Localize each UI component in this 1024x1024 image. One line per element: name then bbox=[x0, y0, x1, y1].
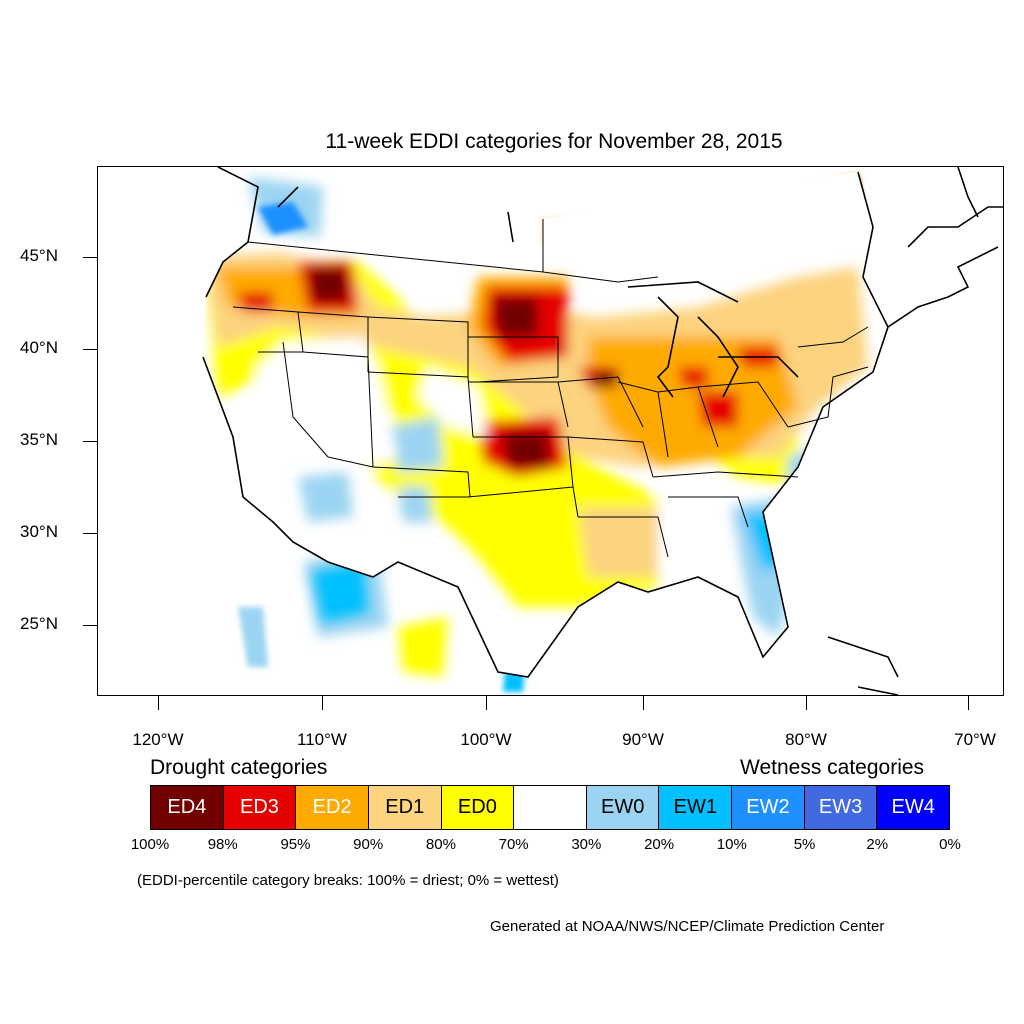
category-legend: ED4 ED3 ED2 ED1 ED0 EW0 EW1 EW2 EW3 EW4 bbox=[150, 785, 950, 830]
lat-label-25: 25°N bbox=[20, 614, 58, 633]
lat-tick bbox=[83, 533, 97, 534]
percent-break-label: 90% bbox=[353, 836, 384, 853]
legend-box-neutral bbox=[514, 786, 587, 829]
state-boundaries bbox=[232, 219, 869, 558]
legend-box-ed4: ED4 bbox=[151, 786, 224, 829]
eddi-map bbox=[97, 166, 1004, 696]
percent-break-label: 10% bbox=[716, 836, 747, 853]
credit-line: Generated at NOAA/NWS/NCEP/Climate Predi… bbox=[490, 918, 885, 935]
lat-label-30: 30°N bbox=[20, 522, 58, 541]
percent-break-label: 98% bbox=[207, 836, 238, 853]
lat-label-40: 40°N bbox=[20, 338, 58, 357]
lon-tick bbox=[322, 696, 323, 710]
lat-label-45: 45°N bbox=[20, 246, 58, 265]
lon-label-120w: 120°W bbox=[132, 730, 184, 749]
lon-tick bbox=[806, 696, 807, 710]
lat-tick bbox=[83, 625, 97, 626]
lat-tick bbox=[83, 257, 97, 258]
lat-tick bbox=[83, 441, 97, 442]
lon-tick bbox=[486, 696, 487, 710]
legend-box-ew0: EW0 bbox=[586, 786, 660, 829]
percent-break-label: 100% bbox=[130, 836, 170, 853]
lon-label-70w: 70°W bbox=[954, 730, 996, 749]
lon-tick bbox=[643, 696, 644, 710]
percent-break-label: 20% bbox=[644, 836, 675, 853]
wetness-categories-heading: Wetness categories bbox=[740, 756, 925, 779]
legend-box-ed2: ED2 bbox=[296, 786, 369, 829]
legend-box-ew3: EW3 bbox=[804, 786, 878, 829]
legend-box-ed1: ED1 bbox=[368, 786, 442, 829]
percent-break-label: 30% bbox=[571, 836, 602, 853]
percent-break-label: 95% bbox=[280, 836, 311, 853]
map-canvas bbox=[202, 167, 1003, 695]
legend-box-ew1: EW1 bbox=[659, 786, 733, 829]
percent-break-label: 5% bbox=[793, 836, 816, 853]
lon-tick bbox=[968, 696, 969, 710]
percent-break-label: 2% bbox=[866, 836, 889, 853]
conus-categories bbox=[203, 172, 888, 677]
legend-box-ed3: ED3 bbox=[223, 786, 297, 829]
legend-footnote: (EDDI-percentile category breaks: 100% =… bbox=[137, 872, 559, 889]
legend-box-ew4: EW4 bbox=[877, 786, 950, 829]
lon-label-80w: 80°W bbox=[785, 730, 827, 749]
coastlines bbox=[202, 167, 1003, 695]
map-title: 11-week EDDI categories for November 28,… bbox=[325, 130, 783, 153]
lat-tick bbox=[83, 349, 97, 350]
drought-categories-heading: Drought categories bbox=[150, 756, 328, 779]
lon-label-90w: 90°W bbox=[622, 730, 664, 749]
lon-label-110w: 110°W bbox=[297, 730, 347, 749]
legend-box-ew2: EW2 bbox=[732, 786, 805, 829]
legend-box-ed0: ED0 bbox=[441, 786, 515, 829]
lon-label-100w: 100°W bbox=[460, 730, 512, 749]
lon-tick bbox=[158, 696, 159, 710]
percent-break-label: 0% bbox=[939, 836, 961, 853]
percent-break-label: 70% bbox=[498, 836, 529, 853]
percent-break-label: 80% bbox=[425, 836, 456, 853]
lat-label-35: 35°N bbox=[20, 430, 58, 449]
